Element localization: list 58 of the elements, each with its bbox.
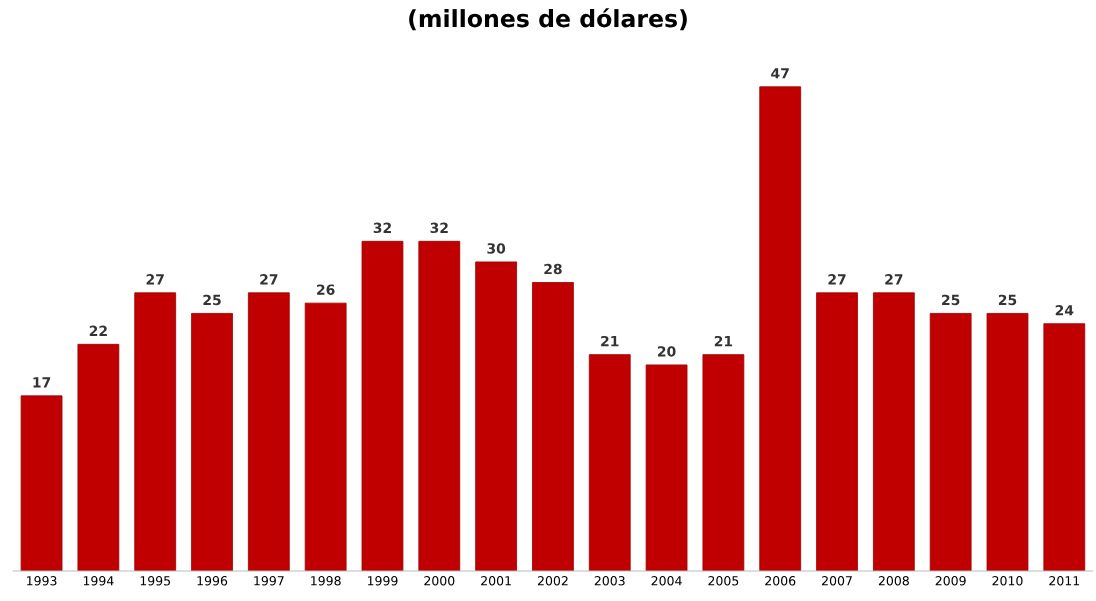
data-label: 27 xyxy=(828,274,846,285)
x-tick-label: 1999 xyxy=(367,576,398,586)
x-tick-label: 1994 xyxy=(83,576,114,586)
bar xyxy=(475,261,517,571)
bar xyxy=(20,395,63,571)
data-label: 21 xyxy=(601,335,619,347)
x-tick-label: 1997 xyxy=(254,576,284,586)
data-label: 25 xyxy=(942,294,960,306)
x-tick-label: 2002 xyxy=(537,576,568,586)
data-label: 27 xyxy=(260,274,278,285)
bar xyxy=(702,354,745,571)
x-tick-label: 2003 xyxy=(594,576,625,586)
data-label: 21 xyxy=(714,335,733,347)
x-tick-label: 1996 xyxy=(197,576,228,586)
bar xyxy=(929,313,972,571)
bar xyxy=(872,292,915,571)
bar xyxy=(816,292,858,571)
data-label: 24 xyxy=(1055,304,1074,316)
x-tick-label: 2004 xyxy=(651,576,682,586)
x-tick-label: 2001 xyxy=(481,576,511,586)
data-label: 30 xyxy=(487,243,506,254)
bar xyxy=(986,313,1029,571)
data-label: 26 xyxy=(317,284,335,295)
x-tick-label: 2007 xyxy=(822,576,852,586)
bar xyxy=(645,364,688,571)
bar xyxy=(361,240,404,571)
x-tick-label: 2006 xyxy=(765,576,796,586)
bar xyxy=(1043,323,1086,571)
data-label: 25 xyxy=(998,294,1017,306)
x-tick-label: 2011 xyxy=(1049,576,1080,586)
data-label: 25 xyxy=(203,294,221,306)
x-tick-label: 1995 xyxy=(140,576,171,586)
x-tick-label: 2009 xyxy=(935,576,966,586)
x-tick-label: 2010 xyxy=(992,576,1023,586)
bar xyxy=(759,86,802,571)
x-tick-label: 2000 xyxy=(424,576,455,586)
data-label: 47 xyxy=(771,68,789,79)
data-label: 28 xyxy=(544,263,562,275)
data-label: 17 xyxy=(33,377,51,388)
chart-title: (millones de dólares) xyxy=(409,8,687,31)
bar xyxy=(588,354,631,571)
data-label: 20 xyxy=(658,346,676,357)
x-tick-label: 2005 xyxy=(708,576,739,586)
x-tick-label: 1998 xyxy=(311,576,341,586)
x-tick-label: 1993 xyxy=(27,576,57,586)
bar xyxy=(134,292,177,571)
data-label: 32 xyxy=(373,222,391,234)
data-label: 27 xyxy=(885,274,903,285)
bar xyxy=(532,282,574,571)
bar xyxy=(191,313,233,571)
bar xyxy=(247,292,290,571)
bar xyxy=(418,240,461,571)
bar xyxy=(77,343,120,571)
bar xyxy=(304,302,347,571)
data-label: 27 xyxy=(146,274,164,285)
data-label: 22 xyxy=(89,325,107,336)
data-label: 32 xyxy=(430,222,448,234)
x-tick-label: 2008 xyxy=(878,576,909,586)
